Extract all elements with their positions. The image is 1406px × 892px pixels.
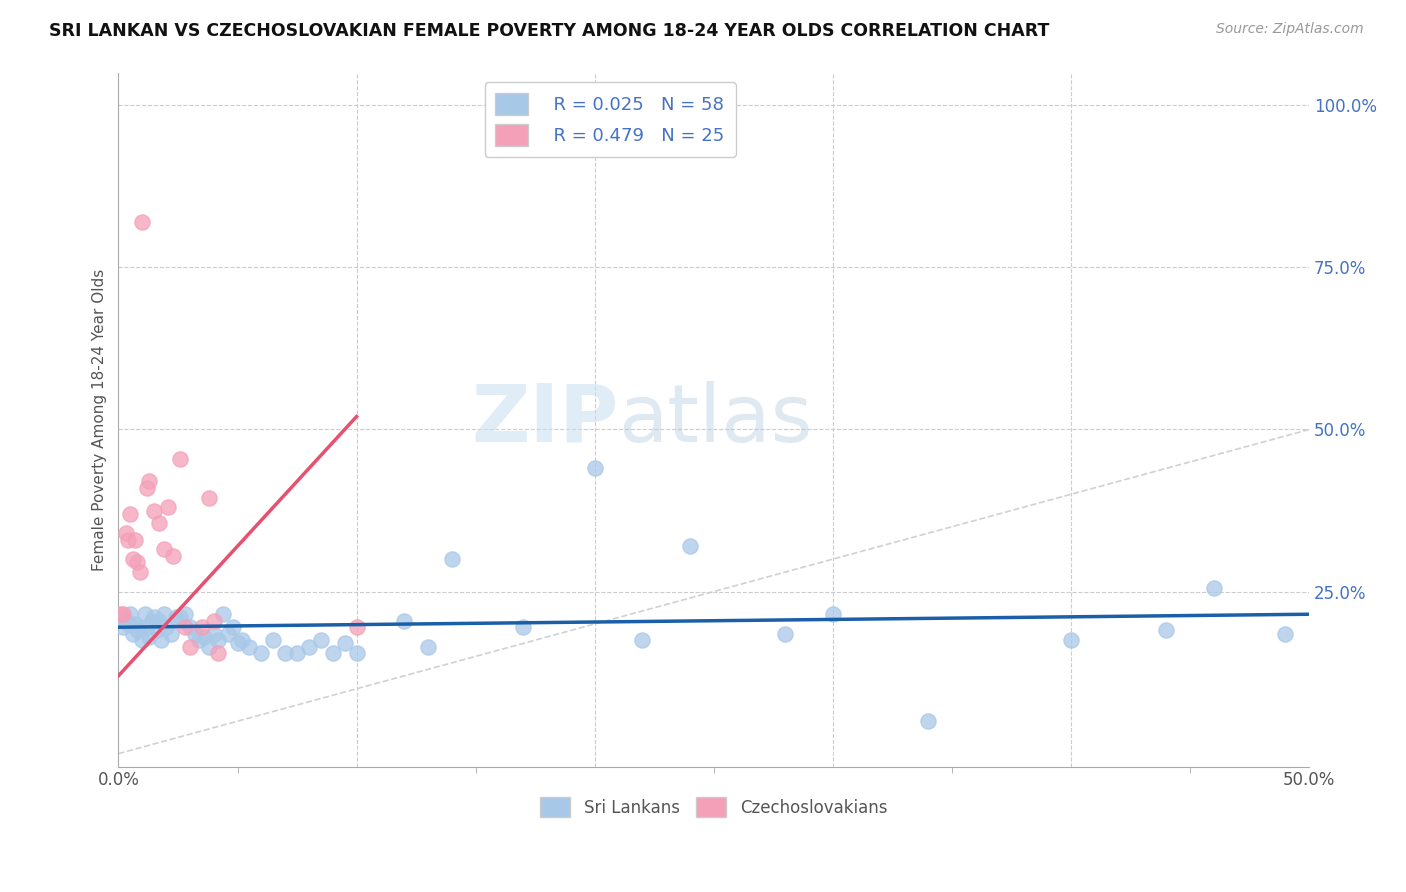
Point bbox=[148, 516, 170, 531]
Text: ZIP: ZIP bbox=[471, 381, 619, 458]
Point bbox=[183, 626, 205, 640]
Point bbox=[188, 633, 211, 648]
Point bbox=[226, 636, 249, 650]
Point bbox=[169, 610, 191, 624]
Point bbox=[120, 607, 142, 622]
Point bbox=[202, 614, 225, 628]
Point bbox=[152, 542, 174, 557]
Point bbox=[238, 640, 260, 654]
Point bbox=[346, 646, 368, 660]
Point bbox=[141, 614, 163, 628]
Point bbox=[124, 617, 146, 632]
Point bbox=[127, 555, 149, 569]
Point bbox=[512, 620, 534, 634]
Point bbox=[193, 630, 215, 644]
Point bbox=[127, 624, 149, 638]
Point bbox=[440, 552, 463, 566]
Point bbox=[179, 640, 201, 654]
Point bbox=[143, 503, 166, 517]
Text: Source: ZipAtlas.com: Source: ZipAtlas.com bbox=[1216, 22, 1364, 37]
Point bbox=[110, 610, 132, 624]
Point bbox=[583, 461, 606, 475]
Point bbox=[679, 539, 702, 553]
Point bbox=[274, 646, 297, 660]
Point bbox=[631, 633, 654, 648]
Text: atlas: atlas bbox=[619, 381, 813, 458]
Point bbox=[198, 491, 221, 505]
Point bbox=[309, 633, 332, 648]
Point bbox=[114, 526, 136, 541]
Point bbox=[117, 617, 139, 632]
Point bbox=[773, 626, 796, 640]
Point bbox=[143, 610, 166, 624]
Point bbox=[392, 614, 415, 628]
Legend: Sri Lankans, Czechoslovakians: Sri Lankans, Czechoslovakians bbox=[534, 790, 894, 824]
Point bbox=[121, 626, 143, 640]
Point bbox=[150, 633, 173, 648]
Point bbox=[212, 607, 235, 622]
Y-axis label: Female Poverty Among 18-24 Year Olds: Female Poverty Among 18-24 Year Olds bbox=[93, 268, 107, 571]
Point bbox=[138, 475, 160, 489]
Point bbox=[416, 640, 439, 654]
Point bbox=[174, 620, 197, 634]
Point bbox=[231, 633, 253, 648]
Point bbox=[152, 607, 174, 622]
Point bbox=[346, 620, 368, 634]
Point bbox=[136, 481, 159, 495]
Point bbox=[207, 646, 229, 660]
Point bbox=[138, 630, 160, 644]
Point bbox=[322, 646, 344, 660]
Point bbox=[917, 714, 939, 729]
Point bbox=[155, 620, 177, 634]
Point bbox=[120, 507, 142, 521]
Point bbox=[112, 620, 135, 634]
Point bbox=[124, 533, 146, 547]
Point bbox=[191, 620, 214, 634]
Point bbox=[117, 533, 139, 547]
Point bbox=[222, 620, 245, 634]
Point bbox=[1060, 633, 1083, 648]
Point bbox=[250, 646, 273, 660]
Point bbox=[169, 451, 191, 466]
Point bbox=[333, 636, 356, 650]
Point bbox=[128, 565, 150, 579]
Point bbox=[262, 633, 284, 648]
Point bbox=[1274, 626, 1296, 640]
Point bbox=[131, 215, 153, 229]
Point bbox=[179, 620, 201, 634]
Point bbox=[160, 626, 183, 640]
Point bbox=[112, 607, 135, 622]
Point bbox=[128, 620, 150, 634]
Point bbox=[110, 607, 132, 622]
Point bbox=[162, 549, 184, 563]
Point bbox=[148, 614, 170, 628]
Point bbox=[217, 626, 239, 640]
Point bbox=[157, 500, 180, 515]
Point bbox=[1154, 624, 1177, 638]
Point bbox=[285, 646, 308, 660]
Point bbox=[207, 633, 229, 648]
Point bbox=[174, 607, 197, 622]
Text: SRI LANKAN VS CZECHOSLOVAKIAN FEMALE POVERTY AMONG 18-24 YEAR OLDS CORRELATION C: SRI LANKAN VS CZECHOSLOVAKIAN FEMALE POV… bbox=[49, 22, 1050, 40]
Point bbox=[202, 626, 225, 640]
Point bbox=[134, 607, 156, 622]
Point bbox=[114, 614, 136, 628]
Point bbox=[198, 640, 221, 654]
Point bbox=[145, 624, 167, 638]
Point bbox=[821, 607, 844, 622]
Point bbox=[136, 620, 159, 634]
Point bbox=[131, 633, 153, 648]
Point bbox=[121, 552, 143, 566]
Point bbox=[1202, 582, 1225, 596]
Point bbox=[165, 610, 187, 624]
Point bbox=[298, 640, 321, 654]
